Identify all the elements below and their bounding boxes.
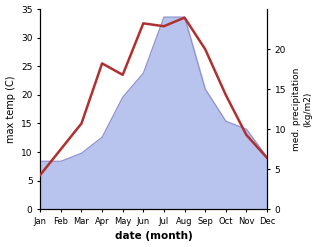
Y-axis label: med. precipitation
(kg/m2): med. precipitation (kg/m2) — [292, 67, 313, 151]
Y-axis label: max temp (C): max temp (C) — [5, 75, 16, 143]
X-axis label: date (month): date (month) — [115, 231, 192, 242]
